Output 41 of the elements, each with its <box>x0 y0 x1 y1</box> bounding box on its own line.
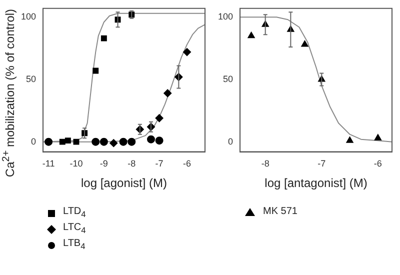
point <box>346 136 354 143</box>
point <box>92 68 99 74</box>
legend-label: LTC$_{4}$ <box>63 221 86 237</box>
y-tick-label: 0 <box>228 136 234 146</box>
point <box>100 35 107 42</box>
x-tick-label: -10 <box>70 158 83 169</box>
point <box>301 40 308 47</box>
y-tick-label: 50 <box>223 74 234 84</box>
x-axis-title: log [agonist] (M) <box>80 176 168 190</box>
point <box>374 134 382 140</box>
legend-label: LTB$_{4}$ <box>63 237 86 253</box>
y-tick-label: 100 <box>218 12 234 22</box>
y-tick-label: 50 <box>26 74 36 84</box>
x-tick-label: -9 <box>100 158 108 169</box>
point <box>128 138 136 146</box>
point <box>147 135 156 144</box>
x-tick-label: -6 <box>374 158 382 169</box>
point <box>155 114 164 122</box>
point <box>59 138 66 145</box>
point <box>64 138 71 144</box>
point <box>73 138 80 145</box>
x-tick-label: -11 <box>42 158 55 169</box>
point <box>92 138 100 146</box>
x-axis-title: log [antagonist] (M) <box>264 176 368 190</box>
point <box>183 48 191 56</box>
legend-label: MK 571 <box>263 205 298 218</box>
point <box>119 138 128 146</box>
point <box>248 32 255 38</box>
legend-label: LTD$_{4}$ <box>63 205 86 221</box>
x-tick-label: -8 <box>261 158 270 169</box>
point <box>44 138 53 146</box>
y-tick-label: 100 <box>20 12 36 22</box>
y-tick-label: 0 <box>31 136 36 146</box>
point <box>110 139 118 148</box>
x-tick-label: -6 <box>182 158 192 169</box>
point <box>100 138 108 146</box>
x-tick-label: -7 <box>155 158 164 169</box>
point <box>155 136 164 145</box>
x-tick-label: -8 <box>128 158 136 169</box>
point <box>164 89 172 98</box>
x-tick-label: -7 <box>318 158 326 169</box>
